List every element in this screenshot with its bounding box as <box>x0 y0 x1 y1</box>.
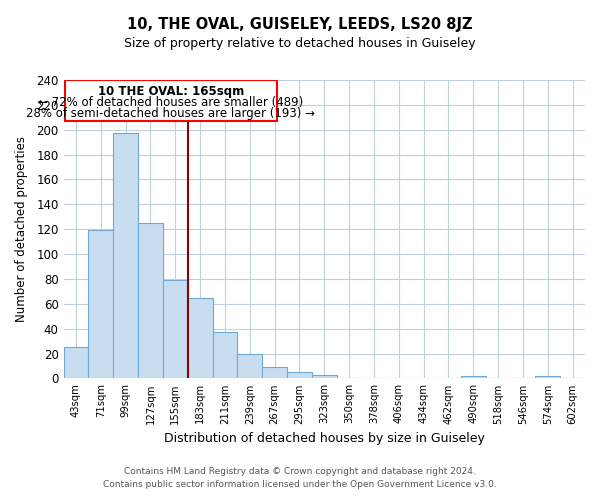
Text: 10, THE OVAL, GUISELEY, LEEDS, LS20 8JZ: 10, THE OVAL, GUISELEY, LEEDS, LS20 8JZ <box>127 18 473 32</box>
Text: ← 72% of detached houses are smaller (489): ← 72% of detached houses are smaller (48… <box>38 96 304 109</box>
Text: Contains HM Land Registry data © Crown copyright and database right 2024.
Contai: Contains HM Land Registry data © Crown c… <box>103 468 497 489</box>
Text: 28% of semi-detached houses are larger (193) →: 28% of semi-detached houses are larger (… <box>26 108 316 120</box>
Text: 10 THE OVAL: 165sqm: 10 THE OVAL: 165sqm <box>98 85 244 98</box>
FancyBboxPatch shape <box>65 80 277 121</box>
Bar <box>64 348 88 378</box>
Bar <box>535 376 560 378</box>
Bar <box>163 280 188 378</box>
X-axis label: Distribution of detached houses by size in Guiseley: Distribution of detached houses by size … <box>164 432 485 445</box>
Bar <box>312 374 337 378</box>
Bar <box>188 298 212 378</box>
Bar <box>238 354 262 378</box>
Bar <box>88 230 113 378</box>
Bar <box>461 376 485 378</box>
Bar <box>262 367 287 378</box>
Bar <box>138 223 163 378</box>
Bar <box>212 332 238 378</box>
Bar <box>113 134 138 378</box>
Bar <box>287 372 312 378</box>
Text: Size of property relative to detached houses in Guiseley: Size of property relative to detached ho… <box>124 38 476 51</box>
Y-axis label: Number of detached properties: Number of detached properties <box>15 136 28 322</box>
